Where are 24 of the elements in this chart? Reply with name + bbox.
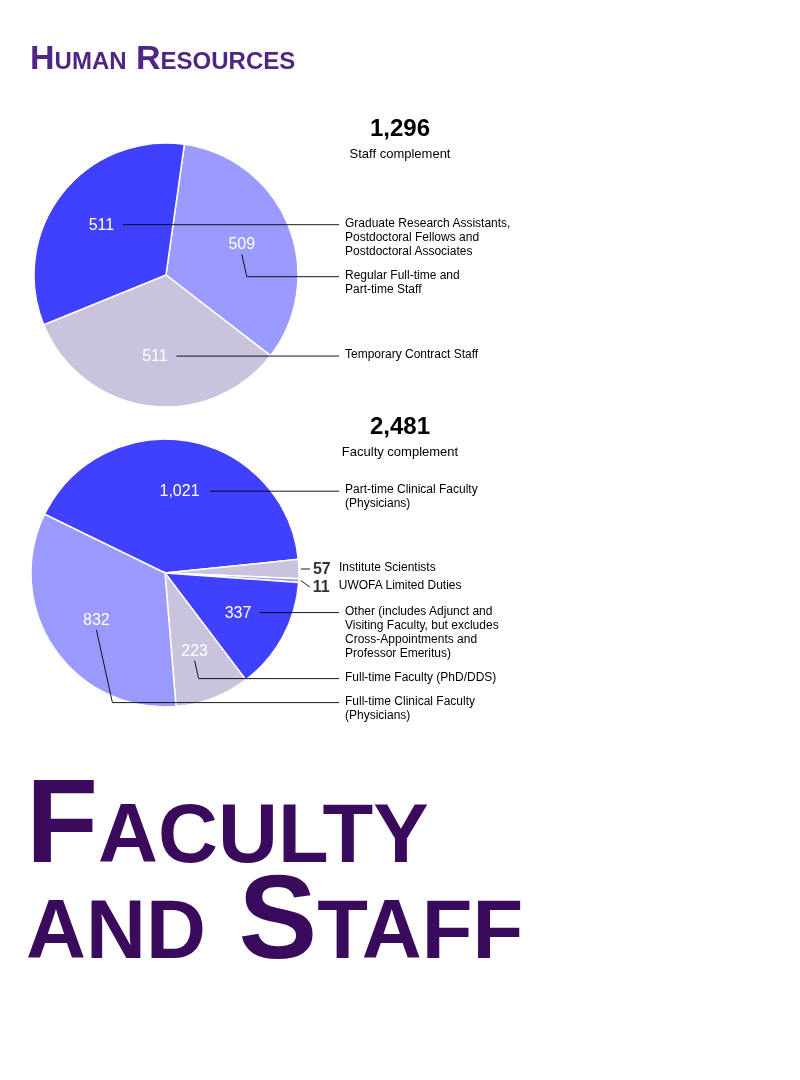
data-label: 337 (224, 603, 252, 621)
chart-subtitle: Faculty complement (341, 444, 459, 459)
data-label: 57 (312, 559, 331, 577)
text: Human Resources (29, 37, 297, 76)
slice-label: Institute Scientists (338, 559, 436, 574)
slice-label: Graduate Research Assistants, Postdoctoral Fellows and Postdoctoral Associates (345, 215, 511, 258)
data-label: 11 (312, 577, 330, 595)
chart-title: 2,481 (369, 412, 431, 439)
slice-label: Part-time Clinical Faculty (Physicians) (345, 482, 478, 511)
chart-subtitle: Staff complement (349, 146, 451, 161)
slice-label: Regular Full-time and Part-time Staff (345, 267, 460, 296)
chart-title: 1,296 (369, 114, 431, 141)
slice-label: UWOFA Limited Duties (338, 577, 462, 592)
slice-label: Temporary Contract Staff (345, 347, 479, 362)
slice-label: Other (includes Adjunct and Visiting Faculty, but excludes Cross-Appointments and Professor Emeritus) (345, 603, 499, 660)
data-label: 511 (142, 347, 168, 365)
data-label: 509 (228, 235, 256, 253)
text: Faculty and Staff (25, 754, 525, 983)
data-label: 223 (181, 641, 209, 659)
slice-label: Full-time Faculty (PhD/DDS) (345, 669, 497, 684)
data-label: 832 (83, 610, 110, 628)
data-label: 1,021 (159, 482, 200, 500)
data-label: 511 (88, 215, 115, 233)
slice-label: Full-time Clinical Faculty (Physicians) (345, 693, 476, 722)
